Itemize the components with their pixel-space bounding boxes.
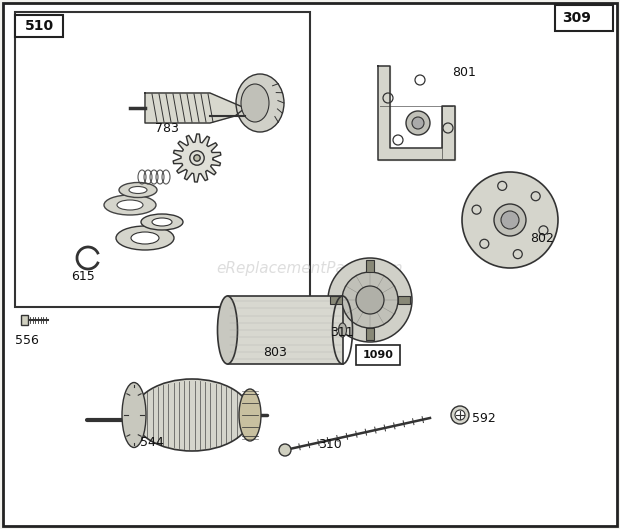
Ellipse shape	[122, 382, 146, 448]
Text: 592: 592	[472, 412, 496, 424]
Circle shape	[190, 151, 204, 165]
Text: 801: 801	[452, 66, 476, 78]
Circle shape	[462, 172, 558, 268]
Text: 802: 802	[530, 232, 554, 244]
Ellipse shape	[129, 187, 147, 194]
Ellipse shape	[116, 226, 174, 250]
Ellipse shape	[141, 214, 183, 230]
Circle shape	[455, 410, 465, 420]
Polygon shape	[378, 66, 455, 160]
Circle shape	[279, 444, 291, 456]
Text: 309: 309	[562, 11, 591, 25]
Bar	[356, 345, 400, 365]
Ellipse shape	[239, 389, 261, 441]
Ellipse shape	[218, 296, 237, 364]
Circle shape	[194, 155, 200, 161]
Bar	[330, 296, 342, 304]
Text: 310: 310	[318, 439, 342, 451]
Ellipse shape	[339, 323, 347, 337]
Text: eReplacementParts.com: eReplacementParts.com	[216, 260, 404, 276]
Circle shape	[412, 117, 424, 129]
Bar	[366, 260, 374, 272]
Text: 510: 510	[24, 19, 53, 33]
Ellipse shape	[236, 74, 284, 132]
Polygon shape	[145, 93, 245, 123]
Circle shape	[342, 272, 398, 328]
Ellipse shape	[131, 232, 159, 244]
Text: 803: 803	[263, 346, 287, 360]
Circle shape	[451, 406, 469, 424]
Text: 783: 783	[155, 122, 179, 134]
Text: 311: 311	[330, 325, 354, 339]
Ellipse shape	[104, 195, 156, 215]
Text: 510: 510	[24, 19, 53, 33]
FancyBboxPatch shape	[21, 315, 28, 325]
Bar	[228, 296, 342, 364]
Text: 556: 556	[15, 333, 39, 346]
Ellipse shape	[152, 218, 172, 226]
Circle shape	[501, 211, 519, 229]
Text: 309: 309	[570, 11, 598, 25]
Bar	[555, 5, 613, 31]
Text: 544: 544	[140, 436, 164, 450]
Bar	[366, 328, 374, 340]
Ellipse shape	[119, 183, 157, 197]
Text: 615: 615	[71, 270, 95, 284]
Polygon shape	[173, 134, 221, 182]
Circle shape	[406, 111, 430, 135]
Text: 1090: 1090	[363, 350, 394, 360]
Bar	[398, 296, 410, 304]
Circle shape	[328, 258, 412, 342]
Circle shape	[356, 286, 384, 314]
Circle shape	[494, 204, 526, 236]
Ellipse shape	[133, 379, 251, 451]
Ellipse shape	[241, 84, 269, 122]
Bar	[15, 15, 63, 37]
Ellipse shape	[117, 200, 143, 210]
Bar	[15, 12, 310, 307]
